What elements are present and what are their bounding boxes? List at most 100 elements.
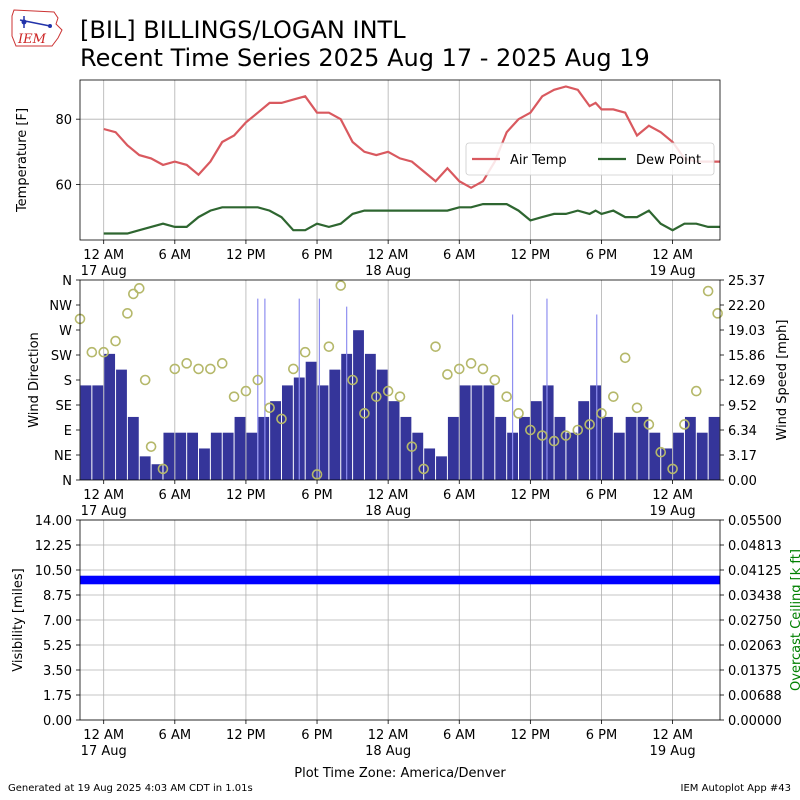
wind-speed-bar: [566, 432, 578, 480]
wind-speed-bar: [436, 456, 447, 480]
temp-x-tick-label: 6 AM: [159, 248, 192, 263]
wind-speed-bar: [258, 416, 270, 480]
vis-x-date-label: 18 Aug: [365, 744, 411, 759]
ceiling-y-tick-label: 0.05500: [728, 514, 782, 529]
wind-direction-point: [128, 288, 139, 300]
wind-speed-bar: [80, 385, 92, 480]
wind-speed-tick-label: 22.20: [728, 299, 765, 314]
ceiling-y-tick-label: 0.04813: [728, 539, 782, 554]
wind-direction-point: [264, 402, 275, 414]
wind-direction-point: [252, 374, 264, 386]
wind-direction-point: [133, 283, 145, 294]
wind-speed-bar: [127, 416, 139, 480]
app-note: IEM Autoplot App #43: [680, 783, 791, 794]
wind-speed-bar: [92, 385, 104, 480]
wind-dir-tick-label: SW: [51, 349, 72, 364]
wind-dir-tick-label: S: [64, 374, 72, 389]
wind-direction-point: [169, 363, 181, 375]
wind-direction-point: [323, 341, 335, 352]
legend-label-air-temp: Air Temp: [510, 153, 567, 168]
wind-speed-tick-label: 12.69: [728, 374, 765, 389]
wind-direction-point: [406, 441, 418, 452]
vis-y-tick-label: 10.50: [35, 564, 72, 579]
wind-x-tick-label: 6 AM: [159, 488, 192, 503]
wind-speed-bar: [175, 432, 187, 480]
wind-x-tick-label: 12 AM: [652, 488, 693, 503]
wind-speed-bar: [210, 432, 222, 480]
vis-y-tick-label: 8.75: [43, 589, 72, 604]
vis-x-tick-label: 12 AM: [83, 728, 124, 743]
wind-speed-tick-label: 15.86: [728, 349, 765, 364]
wind-speed-bar: [601, 416, 613, 480]
wind-speed-bar: [519, 416, 530, 480]
wind-speed-bar: [684, 416, 696, 480]
wind-x-tick-label: 6 PM: [301, 488, 332, 503]
vis-x-tick-label: 6 AM: [159, 728, 192, 743]
temp-x-date-label: 18 Aug: [365, 264, 411, 279]
temp-x-tick-label: 12 AM: [83, 248, 124, 263]
wind-speed-tick-label: 9.52: [728, 399, 757, 414]
wind-direction-point: [145, 441, 157, 452]
wind-dir-tick-label: NE: [54, 449, 72, 464]
wind-dir-tick-label: SE: [56, 399, 72, 414]
wind-direction-point: [394, 391, 406, 402]
temp-y-tick-label: 60: [55, 178, 72, 193]
ceiling-y-tick-label: 0.01375: [728, 664, 782, 679]
wind-direction-point: [525, 424, 536, 436]
ceiling-y-tick-label: 0.02750: [728, 614, 782, 629]
wind-speed-bar: [542, 385, 554, 480]
wind-direction-point: [442, 369, 453, 380]
wind-x-date-label: 19 Aug: [650, 504, 696, 519]
wind-speed-bar: [281, 385, 293, 480]
wind-direction-point: [382, 385, 394, 397]
temp-x-tick-label: 6 PM: [301, 248, 332, 263]
wind-speed-bar: [696, 432, 708, 480]
wind-speed-bar: [530, 401, 542, 480]
wind-x-tick-label: 12 AM: [83, 488, 124, 503]
wind-direction-point: [276, 413, 287, 425]
wind-direction-point: [370, 391, 382, 402]
chart-subtitle: Recent Time Series 2025 Aug 17 - 2025 Au…: [80, 44, 650, 72]
wind-speed-tick-label: 0.00: [728, 474, 757, 489]
wind-speed-tick-label: 3.17: [728, 449, 757, 464]
wind-direction-point: [299, 346, 311, 358]
wind-direction-point: [139, 374, 151, 386]
wind-direction-point: [359, 408, 370, 419]
vis-y-tick-label: 3.50: [43, 664, 72, 679]
wind-speed-bar: [471, 385, 483, 480]
wind-dir-tick-label: W: [59, 324, 72, 339]
temp-x-tick-label: 12 AM: [368, 248, 409, 263]
temp-x-tick-label: 6 AM: [443, 248, 476, 263]
vis-y-tick-label: 5.25: [43, 639, 72, 654]
generated-note: Generated at 19 Aug 2025 4:03 AM CDT in …: [8, 783, 253, 794]
wind-direction-point: [501, 391, 512, 402]
iem-logo: IEM: [11, 9, 63, 47]
vis-y-tick-label: 12.25: [35, 539, 72, 554]
wind-speed-bar: [353, 330, 364, 480]
wind-dir-tick-label: NW: [49, 299, 72, 314]
temp-x-tick-label: 6 PM: [586, 248, 617, 263]
wind-direction-point: [631, 402, 643, 414]
wind-speed-bar: [246, 432, 258, 480]
wind-dir-tick-label: N: [62, 274, 72, 289]
wind-x-date-label: 18 Aug: [365, 504, 411, 519]
wind-x-tick-label: 6 PM: [586, 488, 617, 503]
wind-speed-bar: [554, 416, 566, 480]
temp-y-tick-label: 80: [55, 113, 72, 128]
wind-speed-bar: [139, 456, 151, 480]
wind-direction-point: [712, 308, 723, 319]
vis-x-date-label: 17 Aug: [81, 744, 127, 759]
temp-x-date-label: 19 Aug: [650, 264, 696, 279]
wind-x-tick-label: 6 AM: [443, 488, 476, 503]
vis-x-tick-label: 12 PM: [226, 728, 266, 743]
wind-direction-point: [489, 374, 501, 386]
wind-speed-bar: [234, 416, 246, 480]
wind-direction-axis-label: Wind Direction: [27, 332, 42, 428]
wind-speed-bar: [163, 432, 175, 480]
vis-y-tick-label: 1.75: [43, 689, 72, 704]
air-temp-line: [103, 85, 720, 190]
wind-direction-point: [608, 391, 619, 402]
ceiling-y-tick-label: 0.02063: [728, 639, 782, 654]
wind-direction-point: [702, 285, 714, 297]
wind-direction-point: [110, 335, 121, 347]
